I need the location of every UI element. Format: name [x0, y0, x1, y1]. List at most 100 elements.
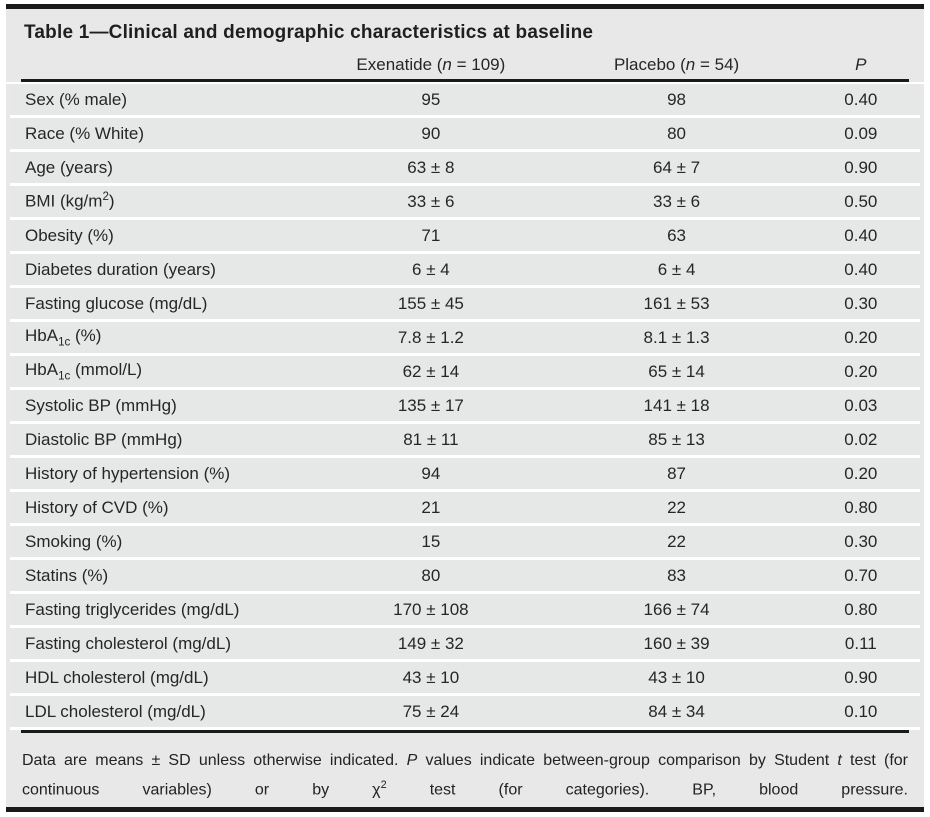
- value-placebo: 33 ± 6: [652, 191, 701, 211]
- value-placebo: 64 ± 7: [652, 157, 701, 177]
- value-exenatide: 15: [421, 531, 441, 551]
- value-exenatide: 6 ± 4: [412, 259, 450, 279]
- table-row: HbA1c (%) 7.8 ± 1.2 8.1 ± 1.3 0.20: [10, 322, 920, 356]
- row-label: Fasting glucose (mg/dL): [25, 293, 208, 313]
- row-label: Statins (%): [25, 565, 109, 585]
- row-label: Age (years): [25, 157, 113, 177]
- row-label: History of CVD (%): [25, 497, 169, 517]
- value-p: 0.30: [844, 531, 878, 551]
- table-footnote: Data are means ± SD unless otherwise ind…: [22, 752, 909, 799]
- row-label: History of hypertension (%): [25, 463, 231, 483]
- value-p: 0.03: [844, 395, 878, 415]
- row-label: Smoking (%): [25, 531, 123, 551]
- table-row: Diabetes duration (years) 6 ± 4 6 ± 4 0.…: [10, 254, 920, 288]
- value-p: 0.50: [844, 191, 878, 211]
- value-exenatide: 63 ± 8: [407, 157, 455, 177]
- value-placebo: 98: [667, 89, 687, 109]
- table-row: HDL cholesterol (mg/dL) 43 ± 10 43 ± 10 …: [10, 662, 920, 696]
- value-p: 0.09: [844, 123, 878, 143]
- value-placebo: 84 ± 34: [648, 701, 705, 721]
- value-exenatide: 95: [421, 89, 441, 109]
- value-p: 0.20: [844, 361, 878, 381]
- row-label: Systolic BP (mmHg): [25, 395, 177, 415]
- value-p: 0.20: [844, 327, 878, 347]
- value-placebo: 85 ± 13: [648, 429, 705, 449]
- table-row: Fasting glucose (mg/dL) 155 ± 45 161 ± 5…: [10, 288, 920, 322]
- row-label: HbA1c (mmol/L): [25, 360, 143, 383]
- row-label: HDL cholesterol (mg/dL): [25, 667, 209, 687]
- row-label: Fasting triglycerides (mg/dL): [25, 599, 240, 619]
- table-row: HbA1c (mmol/L) 62 ± 14 65 ± 14 0.20: [10, 356, 920, 390]
- table-row: BMI (kg/m2) 33 ± 6 33 ± 6 0.50: [10, 186, 920, 220]
- value-exenatide: 90: [421, 123, 441, 143]
- value-exenatide: 75 ± 24: [402, 701, 460, 721]
- value-p: 0.70: [844, 565, 878, 585]
- row-label: LDL cholesterol (mg/dL): [25, 701, 206, 721]
- value-placebo: 161 ± 53: [643, 293, 710, 313]
- value-exenatide: 149 ± 32: [397, 633, 464, 653]
- value-placebo: 65 ± 14: [648, 361, 705, 381]
- value-placebo: 6 ± 4: [657, 259, 696, 279]
- table-row: Age (years) 63 ± 8 64 ± 7 0.90: [10, 152, 920, 186]
- value-p: 0.90: [844, 157, 878, 177]
- row-label: Obesity (%): [25, 225, 114, 245]
- table-row: Systolic BP (mmHg) 135 ± 17 141 ± 18 0.0…: [10, 390, 920, 424]
- table-row: History of hypertension (%) 94 87 0.20: [10, 458, 920, 492]
- header-exenatide: Exenatide (n = 109): [356, 55, 506, 74]
- value-placebo: 141 ± 18: [643, 395, 710, 415]
- value-exenatide: 62 ± 14: [402, 361, 460, 381]
- value-exenatide: 7.8 ± 1.2: [397, 327, 464, 347]
- value-placebo: 87: [667, 463, 687, 483]
- header-p-value: P: [855, 55, 867, 74]
- value-exenatide: 155 ± 45: [397, 293, 464, 313]
- value-placebo: 22: [667, 531, 687, 551]
- value-placebo: 80: [667, 123, 687, 143]
- value-p: 0.11: [844, 633, 877, 653]
- footer-rule: [21, 730, 909, 733]
- table-row: Statins (%) 80 83 0.70: [10, 560, 920, 594]
- value-p: 0.10: [844, 701, 878, 721]
- value-exenatide: 81 ± 11: [403, 429, 459, 449]
- row-label: Diabetes duration (years): [25, 259, 216, 279]
- header-placebo: Placebo (n = 54): [613, 55, 740, 74]
- row-label: BMI (kg/m2): [25, 191, 115, 211]
- value-exenatide: 170 ± 108: [393, 599, 469, 619]
- value-placebo: 63: [667, 225, 687, 245]
- table-header-row: Exenatide (n = 109) Placebo (n = 54) P: [6, 53, 924, 77]
- table-row: LDL cholesterol (mg/dL) 75 ± 24 84 ± 34 …: [10, 696, 920, 730]
- value-p: 0.90: [844, 667, 878, 687]
- row-label: Fasting cholesterol (mg/dL): [25, 633, 231, 653]
- value-p: 0.40: [844, 89, 878, 109]
- value-p: 0.80: [844, 497, 878, 517]
- value-p: 0.80: [844, 599, 878, 619]
- value-exenatide: 80: [421, 565, 441, 585]
- header-rule: [21, 79, 909, 82]
- table-row: Sex (% male) 95 98 0.40: [10, 84, 920, 118]
- table-body: Sex (% male) 95 98 0.40 Race (% White) 9…: [6, 82, 924, 730]
- table-row: History of CVD (%) 21 22 0.80: [10, 492, 920, 526]
- table-row: Obesity (%) 71 63 0.40: [10, 220, 920, 254]
- table-row: Smoking (%) 15 22 0.30: [10, 526, 920, 560]
- value-placebo: 83: [667, 565, 687, 585]
- table-row: Fasting triglycerides (mg/dL) 170 ± 108 …: [10, 594, 920, 628]
- value-exenatide: 135 ± 17: [397, 395, 464, 415]
- row-label: Race (% White): [25, 123, 145, 143]
- value-exenatide: 43 ± 10: [402, 667, 460, 687]
- row-label: Diastolic BP (mmHg): [25, 429, 183, 449]
- row-label: Sex (% male): [25, 89, 128, 109]
- value-exenatide: 33 ± 6: [407, 191, 455, 211]
- value-p: 0.40: [844, 259, 878, 279]
- value-placebo: 160 ± 39: [643, 633, 710, 653]
- table-panel: Table 1—Clinical and demographic charact…: [6, 4, 924, 812]
- value-placebo: 43 ± 10: [648, 667, 705, 687]
- value-p: 0.30: [844, 293, 878, 313]
- table-row: Race (% White) 90 80 0.09: [10, 118, 920, 152]
- value-p: 0.02: [844, 429, 878, 449]
- table-row: Diastolic BP (mmHg) 81 ± 11 85 ± 13 0.02: [10, 424, 920, 458]
- value-p: 0.40: [844, 225, 878, 245]
- value-exenatide: 94: [421, 463, 441, 483]
- value-placebo: 22: [667, 497, 687, 517]
- table-title: Table 1—Clinical and demographic charact…: [24, 22, 594, 43]
- value-p: 0.20: [844, 463, 878, 483]
- value-exenatide: 71: [421, 225, 441, 245]
